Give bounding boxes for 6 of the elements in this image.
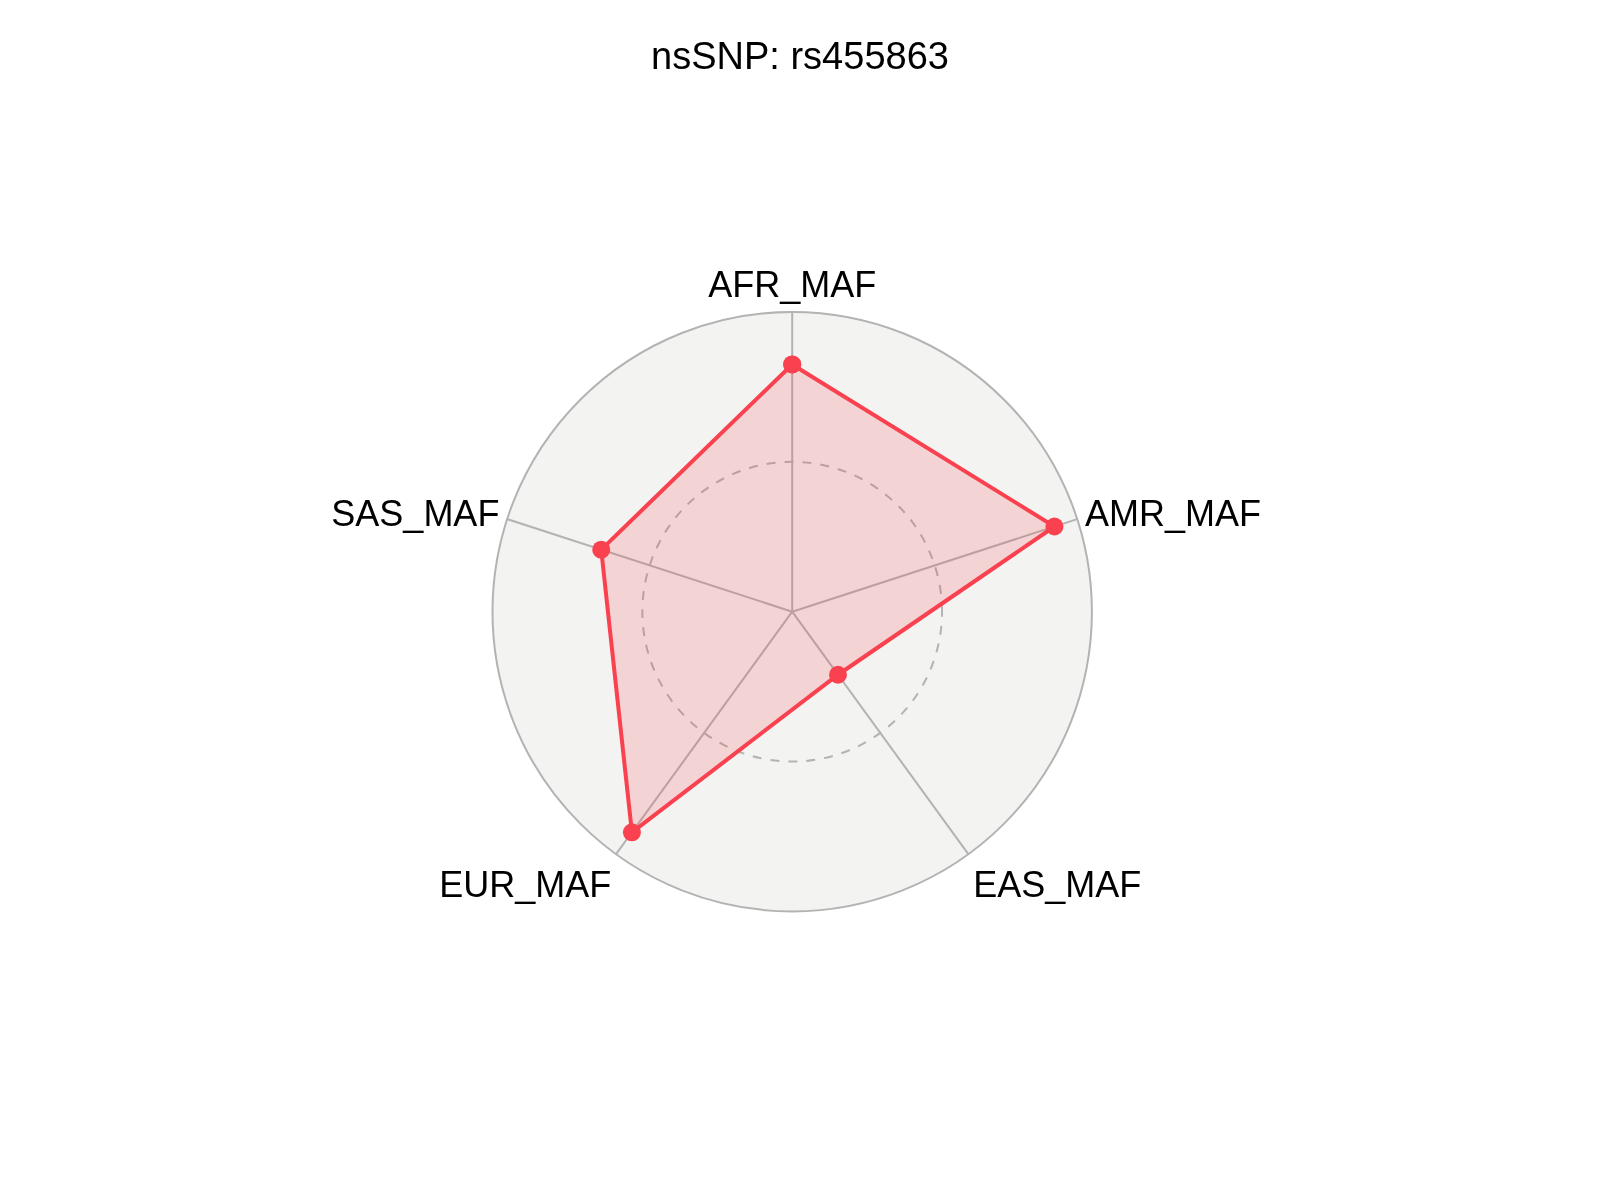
spoke-label: AMR_MAF bbox=[1085, 493, 1262, 535]
spoke-label: EAS_MAF bbox=[973, 864, 1142, 906]
spoke-label: SAS_MAF bbox=[331, 493, 500, 535]
spoke-label: EUR_MAF bbox=[439, 864, 612, 906]
chart-title: nsSNP: rs455863 bbox=[651, 34, 949, 77]
spoke-label: AFR_MAF bbox=[708, 263, 877, 305]
